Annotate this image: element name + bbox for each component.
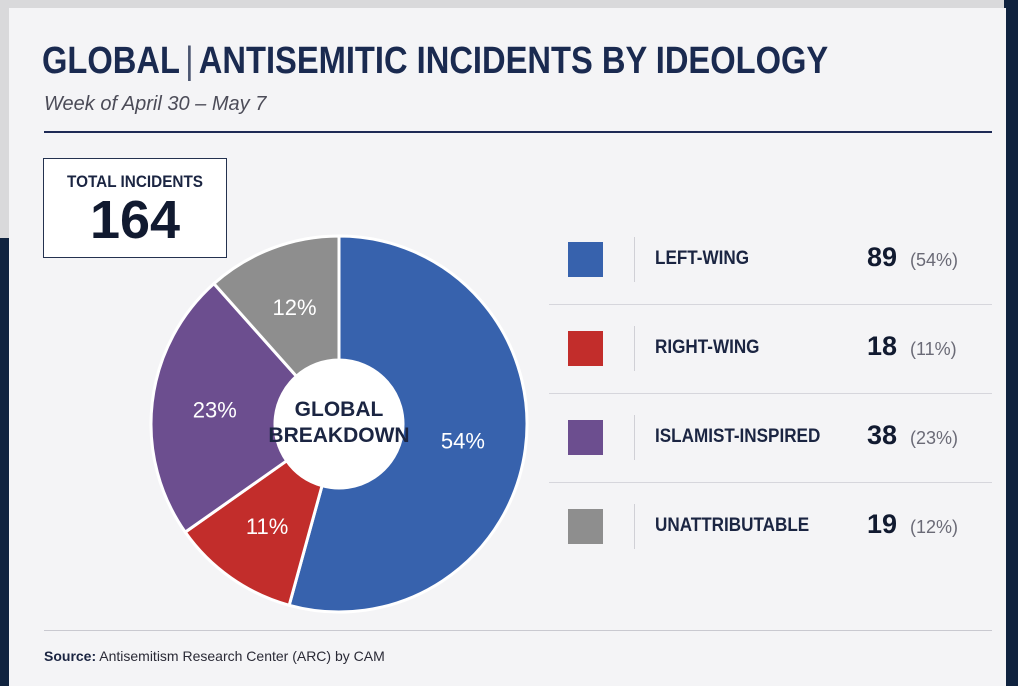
- donut-center: [275, 360, 403, 488]
- legend-swatch: [568, 509, 603, 544]
- chart-subtitle: Week of April 30 – May 7: [44, 93, 267, 115]
- legend-label: UNATTRIBUTABLE: [655, 515, 810, 536]
- legend-count: 38: [867, 420, 898, 450]
- donut-chart: 54% 11% 23% 12% GLOBAL BREAKDOWN: [149, 234, 529, 614]
- legend-item-islamist-inspired: ISLAMIST-INSPIRED 38 (23%): [549, 382, 992, 483]
- source-note: Source: Antisemitism Research Center (AR…: [44, 648, 385, 664]
- slice-percent-label: 11%: [246, 514, 288, 539]
- legend-percent: (12%): [910, 517, 959, 537]
- legend-swatch: [568, 331, 603, 366]
- donut-center-label: GLOBAL: [295, 398, 384, 421]
- legend-divider: [634, 326, 635, 371]
- title-main: ANTISEMITIC INCIDENTS BY IDEOLOGY: [198, 40, 829, 82]
- legend-label: ISLAMIST-INSPIRED: [655, 426, 821, 447]
- legend-divider: [634, 415, 635, 460]
- legend-divider: [634, 504, 635, 549]
- legend-item-right-wing: RIGHT-WING 18 (11%): [549, 293, 992, 394]
- infographic-card: GLOBAL | ANTISEMITIC INCIDENTS BY IDEOLOGY…: [9, 8, 1006, 686]
- legend-label: LEFT-WING: [655, 248, 750, 269]
- title-separator: |: [185, 40, 194, 82]
- legend-swatch: [568, 420, 603, 455]
- legend-percent: (11%): [910, 339, 957, 359]
- title-divider: [44, 131, 992, 133]
- legend-item-unattributable: UNATTRIBUTABLE 19 (12%): [549, 471, 992, 560]
- legend-swatch: [568, 242, 603, 277]
- total-incidents-box: TOTAL INCIDENTS 164: [43, 158, 227, 258]
- legend-count: 19: [867, 509, 898, 539]
- legend-item-left-wing: LEFT-WING 89 (54%): [549, 204, 992, 305]
- donut-center-label: BREAKDOWN: [268, 424, 409, 447]
- footer-divider: [44, 630, 992, 631]
- slice-percent-label: 54%: [441, 429, 485, 454]
- legend-separator: [549, 482, 992, 483]
- source-label: Source:: [44, 648, 97, 664]
- legend-separator: [549, 304, 992, 305]
- legend-divider: [634, 237, 635, 282]
- legend-percent: (54%): [910, 250, 959, 270]
- chart-title: GLOBAL | ANTISEMITIC INCIDENTS BY IDEOLOGY: [42, 38, 828, 84]
- legend-separator: [549, 393, 992, 394]
- slice-percent-label: 23%: [193, 398, 237, 423]
- legend-count: 18: [867, 331, 898, 361]
- legend-percent: (23%): [910, 428, 959, 448]
- legend-label: RIGHT-WING: [655, 337, 760, 358]
- background-dark-strip-right: [1004, 0, 1018, 686]
- total-incidents-value: 164: [89, 190, 181, 250]
- total-incidents-label: TOTAL INCIDENTS: [66, 172, 204, 191]
- source-text: Antisemitism Research Center (ARC) by CA…: [99, 648, 385, 664]
- title-region: GLOBAL: [42, 40, 180, 82]
- legend-count: 89: [867, 242, 898, 272]
- donut-slice-left-wing: [287, 234, 529, 614]
- slice-percent-label: 12%: [272, 295, 316, 320]
